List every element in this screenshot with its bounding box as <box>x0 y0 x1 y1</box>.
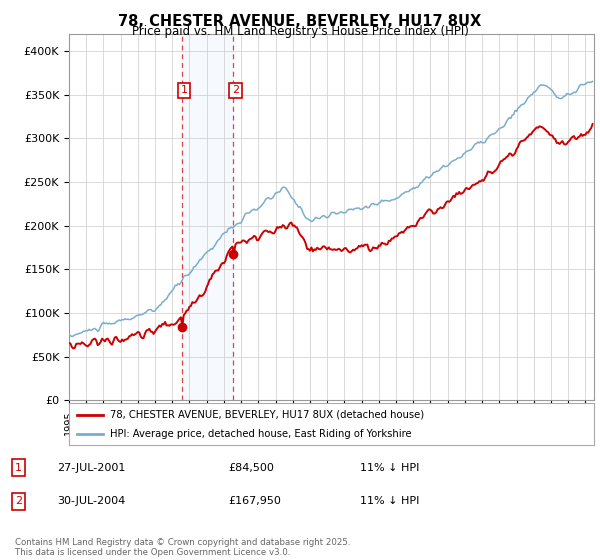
Text: 1: 1 <box>15 463 22 473</box>
Text: 78, CHESTER AVENUE, BEVERLEY, HU17 8UX: 78, CHESTER AVENUE, BEVERLEY, HU17 8UX <box>118 14 482 29</box>
Text: 1: 1 <box>181 85 188 95</box>
Text: HPI: Average price, detached house, East Riding of Yorkshire: HPI: Average price, detached house, East… <box>110 429 412 439</box>
Text: 30-JUL-2004: 30-JUL-2004 <box>57 496 125 506</box>
Text: 2: 2 <box>232 85 239 95</box>
Bar <box>182 34 233 400</box>
Text: 11% ↓ HPI: 11% ↓ HPI <box>360 463 419 473</box>
Text: £167,950: £167,950 <box>228 496 281 506</box>
Text: 11% ↓ HPI: 11% ↓ HPI <box>360 496 419 506</box>
Text: 78, CHESTER AVENUE, BEVERLEY, HU17 8UX (detached house): 78, CHESTER AVENUE, BEVERLEY, HU17 8UX (… <box>110 409 424 419</box>
Text: 27-JUL-2001: 27-JUL-2001 <box>57 463 125 473</box>
Text: Contains HM Land Registry data © Crown copyright and database right 2025.
This d: Contains HM Land Registry data © Crown c… <box>15 538 350 557</box>
Text: £84,500: £84,500 <box>228 463 274 473</box>
Text: 2: 2 <box>15 496 22 506</box>
Text: Price paid vs. HM Land Registry's House Price Index (HPI): Price paid vs. HM Land Registry's House … <box>131 25 469 38</box>
